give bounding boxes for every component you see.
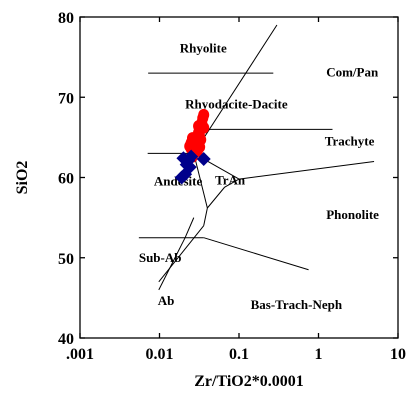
field-boundaries (138, 24, 375, 291)
blue-diamond-point (196, 152, 211, 167)
blue-diamond-point (182, 160, 197, 175)
y-tick-label: 60 (58, 171, 74, 188)
field-label: Rhyodacite-Dacite (185, 96, 288, 111)
field-label: Phonolite (326, 207, 379, 222)
field-boundary-line (158, 225, 205, 283)
x-tick-label: 1 (315, 346, 323, 363)
y-tick-label: 80 (58, 10, 74, 27)
axis-ticks (79, 16, 399, 339)
field-boundary-line (206, 186, 226, 209)
x-tick-label: .001 (66, 346, 94, 363)
field-boundary-line (203, 207, 208, 226)
field-label: Com/Pan (326, 64, 379, 79)
x-tick-label: 0.01 (146, 346, 174, 363)
y-tick-label: 50 (58, 251, 74, 268)
y-tick-label: 70 (58, 90, 74, 107)
field-label: Rhyolite (180, 40, 227, 55)
field-boundary-line (193, 153, 208, 209)
x-tick-label: 10 (390, 346, 406, 363)
field-boundary-line (203, 237, 309, 271)
blue-diamond-point (184, 149, 199, 164)
field-boundary-line (238, 160, 375, 180)
data-points (174, 108, 211, 185)
red-circle-point (198, 108, 210, 121)
field-boundary-line (158, 237, 186, 291)
field-label: Sub-Ab (139, 250, 182, 265)
field-label: Bas-Trach-Neph (251, 297, 343, 312)
y-axis-title: SiO2 (14, 161, 31, 195)
y-tick-labels: 40 50 60 70 80 (58, 10, 74, 348)
x-axis-title: Zr/TiO2*0.0001 (194, 373, 304, 390)
y-tick-label: 40 (58, 331, 74, 348)
field-label: Ab (158, 293, 175, 308)
field-label: Trachyte (325, 133, 375, 148)
x-tick-label: 0.1 (229, 346, 249, 363)
red-circle-point (194, 141, 206, 154)
field-boundary-line (224, 178, 240, 188)
x-tick-labels: .001 0.01 0.1 1 10 (66, 346, 406, 363)
red-circle-point (198, 121, 210, 134)
field-label: TrAn (215, 173, 246, 188)
field-boundary-line (184, 217, 195, 238)
field-boundary-line (193, 24, 278, 154)
